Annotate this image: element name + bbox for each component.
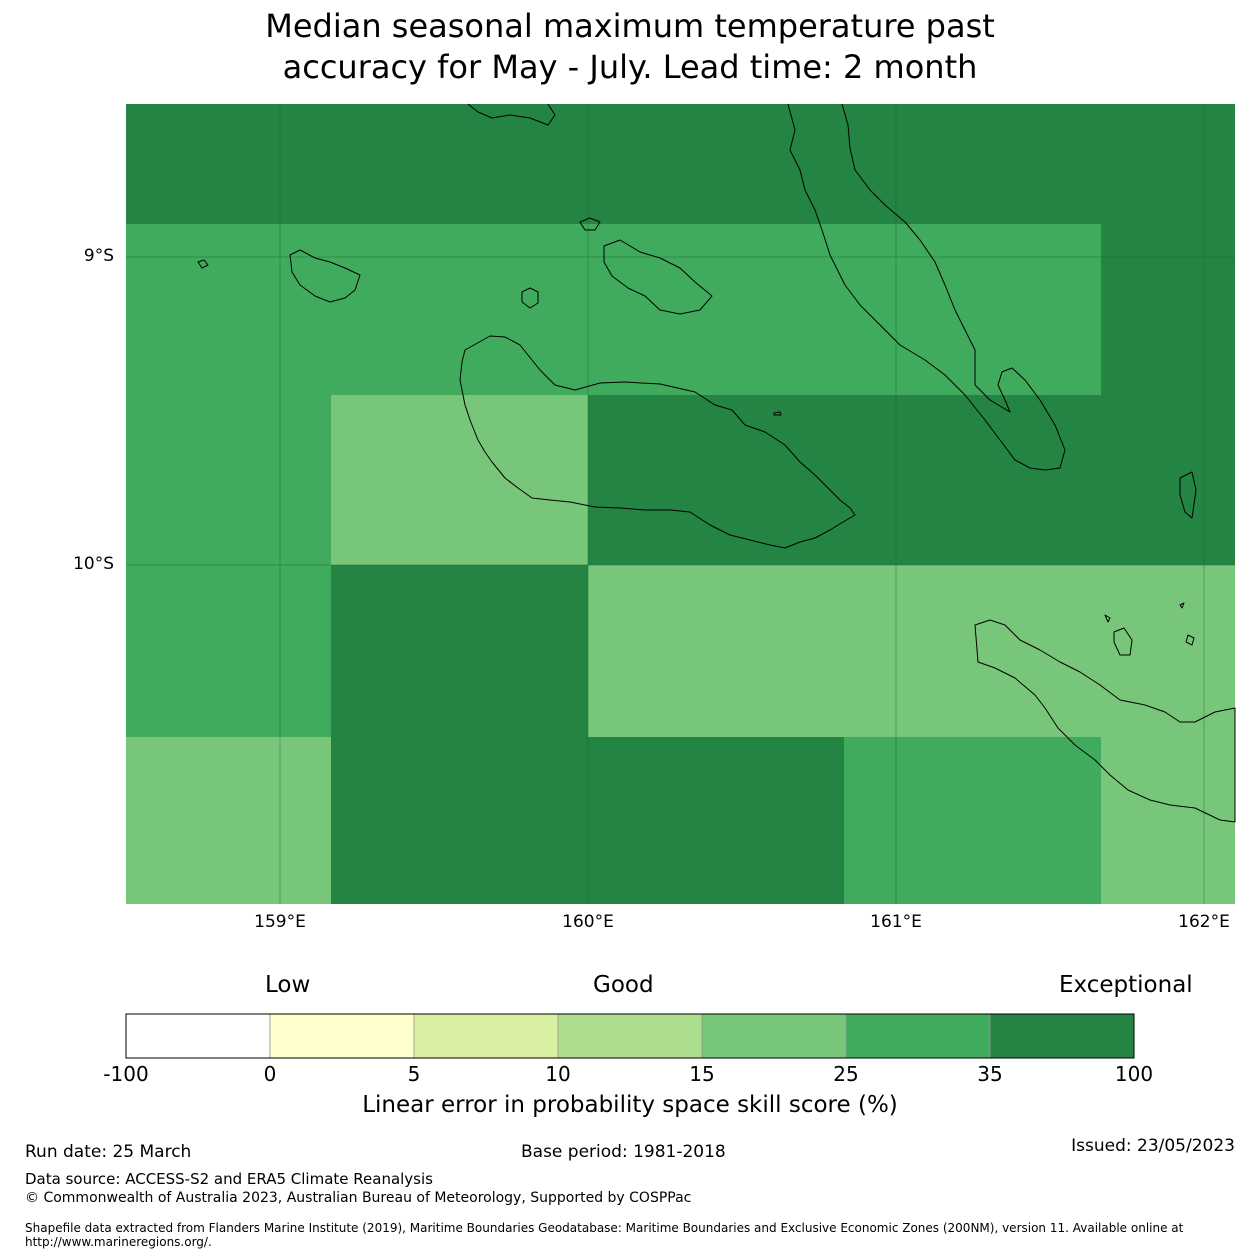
coastline-north-islands [467, 103, 556, 126]
skill-cell [588, 395, 844, 565]
skill-cell [1101, 565, 1235, 737]
colorbar-label: Linear error in probability space skill … [362, 1092, 898, 1118]
skill-cell [844, 224, 1101, 395]
colorbar-tick: 25 [833, 1062, 859, 1086]
coastline-makira [974, 619, 1236, 823]
colorbar-segment [845, 1013, 991, 1059]
skill-cell [331, 395, 588, 565]
colorbar-tick: 15 [689, 1062, 715, 1086]
coastline-malaita [787, 103, 1066, 471]
category-exceptional: Exceptional [1059, 972, 1193, 998]
category-low: Low [265, 972, 311, 998]
colorbar-segment [125, 1013, 271, 1059]
skill-cell [331, 104, 588, 224]
skill-grid [126, 104, 1235, 904]
skill-cell [126, 224, 331, 395]
run-date: Run date: 25 March [25, 1142, 192, 1162]
colorbar-segment [413, 1013, 559, 1059]
skill-cell [126, 565, 331, 737]
lon-label-162e: 162°E [1178, 912, 1230, 932]
colorbar-tick: 100 [1114, 1062, 1154, 1086]
skill-cell [331, 737, 588, 904]
skill-cell [844, 104, 1101, 224]
coastline-ugi [1179, 471, 1197, 519]
shapefile-credit: Shapefile data extracted from Flanders M… [25, 1221, 1184, 1249]
gridlines [126, 104, 1235, 904]
colorbar-tick: 5 [407, 1062, 421, 1086]
coastline-ngella [579, 217, 601, 231]
skill-cell [1101, 104, 1235, 224]
colorbar-tick: 35 [977, 1062, 1003, 1086]
coastline-small-islet-central [773, 411, 782, 416]
skill-cell [588, 224, 844, 395]
coastline-tiny-islet [1104, 602, 1195, 646]
skill-cell [126, 104, 331, 224]
coastline-florida-islands [603, 239, 713, 315]
colorbar-segment [701, 1013, 847, 1059]
coastline-small-island-west [197, 259, 209, 269]
skill-cell [1101, 224, 1235, 395]
issued-date: Issued: 23/05/2023 [1071, 1136, 1235, 1156]
title-line-2: accuracy for May - July. Lead time: 2 mo… [282, 48, 978, 86]
lon-label-161e: 161°E [870, 912, 922, 932]
colorbar-tick: -100 [103, 1062, 149, 1086]
skill-cell [844, 565, 1101, 737]
colorbar [125, 1013, 1135, 1059]
colorbar-outline [125, 1013, 1135, 1059]
skill-cell [126, 395, 331, 565]
skill-cell [844, 395, 1101, 565]
copyright: © Commonwealth of Australia 2023, Austra… [25, 1190, 692, 1206]
coastline-savo [521, 287, 539, 309]
title-line-1: Median seasonal maximum temperature past [265, 7, 995, 45]
colorbar-tick: 0 [263, 1062, 277, 1086]
skill-cell [126, 737, 331, 904]
lat-label-10s: 10°S [73, 554, 114, 574]
category-good: Good [593, 972, 654, 998]
skill-cell [588, 565, 844, 737]
base-period: Base period: 1981-2018 [521, 1142, 726, 1162]
lon-label-160e: 160°E [562, 912, 614, 932]
coastlines [197, 103, 1236, 823]
skill-cell [331, 565, 588, 737]
colorbar-tick: 10 [545, 1062, 571, 1086]
coastline-russell-islands [289, 249, 361, 303]
skill-cell [1101, 737, 1235, 904]
skill-cell [331, 224, 588, 395]
skill-cell [1101, 395, 1235, 565]
map-title: Median seasonal maximum temperature past… [0, 6, 1260, 88]
lat-label-9s: 9°S [83, 246, 114, 266]
coastline-guadalcanal [459, 335, 856, 549]
colorbar-segment [989, 1013, 1135, 1059]
colorbar-segment [269, 1013, 415, 1059]
skill-cell [588, 104, 844, 224]
skill-cell [844, 737, 1101, 904]
coastline-ulawa [1113, 627, 1133, 656]
colorbar-segment [557, 1013, 703, 1059]
skill-cell [588, 737, 844, 904]
data-source: Data source: ACCESS-S2 and ERA5 Climate … [25, 1170, 433, 1188]
lon-label-159e: 159°E [254, 912, 306, 932]
